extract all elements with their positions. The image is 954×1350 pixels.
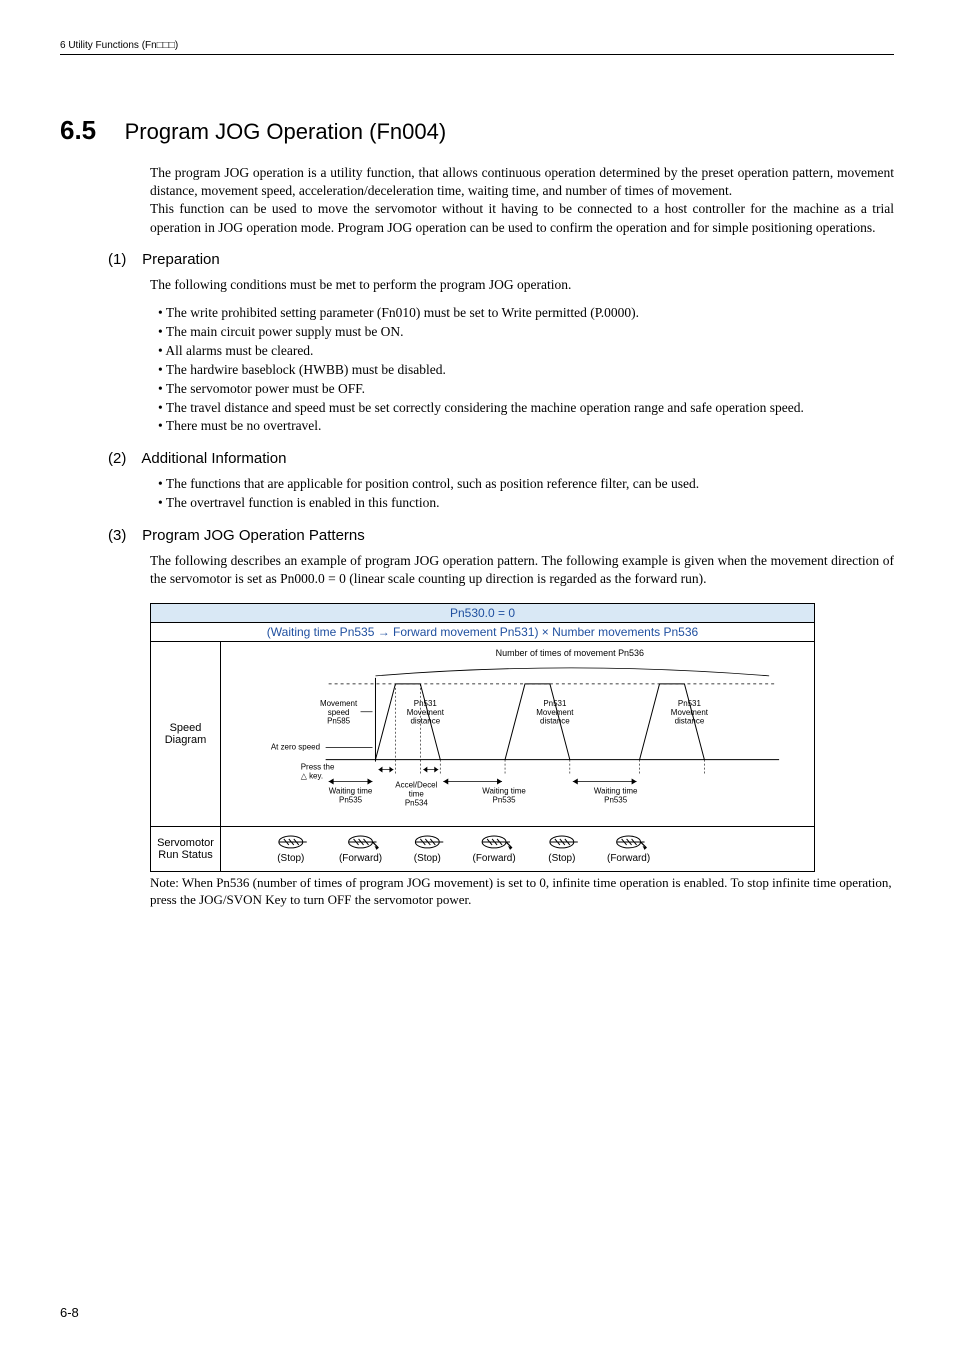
svg-text:distance: distance bbox=[410, 716, 440, 725]
status-label: ServomotorRun Status bbox=[151, 827, 221, 871]
svg-text:Movement: Movement bbox=[536, 707, 574, 716]
svg-text:Accel/Decel: Accel/Decel bbox=[395, 780, 437, 789]
subsection-1-title: Preparation bbox=[142, 251, 220, 268]
diagram-header-sub: (Waiting time Pn535 → Forward movement P… bbox=[150, 623, 815, 642]
svg-text:Pn535: Pn535 bbox=[339, 795, 363, 804]
list-item: The write prohibited setting parameter (… bbox=[158, 304, 894, 323]
header-rule bbox=[60, 54, 894, 55]
svg-text:(Stop): (Stop) bbox=[277, 853, 304, 864]
diagram: Pn530.0 = 0 (Waiting time Pn535 → Forwar… bbox=[150, 603, 815, 872]
svg-text:Pn585: Pn585 bbox=[327, 716, 351, 725]
list-item: All alarms must be cleared. bbox=[158, 342, 894, 361]
page-header: 6 Utility Functions (Fn□□□) bbox=[60, 40, 894, 51]
diagram-speed-row: SpeedDiagram Number of times of movement… bbox=[150, 642, 815, 827]
note-label: Note: bbox=[150, 874, 179, 892]
page-number: 6-8 bbox=[60, 1305, 79, 1320]
svg-text:△ key.: △ key. bbox=[301, 771, 323, 780]
svg-text:Waiting time: Waiting time bbox=[594, 786, 638, 795]
list-item: The functions that are applicable for po… bbox=[158, 475, 894, 494]
list-item: The servomotor power must be OFF. bbox=[158, 380, 894, 399]
sub3-intro: The following describes an example of pr… bbox=[150, 552, 894, 588]
subsection-3-heading: (3) Program JOG Operation Patterns bbox=[108, 527, 894, 544]
svg-text:Pn531: Pn531 bbox=[543, 698, 567, 707]
list-item: The travel distance and speed must be se… bbox=[158, 399, 894, 418]
svg-text:(Forward): (Forward) bbox=[339, 853, 382, 864]
svg-text:Pn531: Pn531 bbox=[678, 698, 702, 707]
list-item: There must be no overtravel. bbox=[158, 417, 894, 436]
section-number: 6.5 bbox=[60, 115, 96, 145]
section-name: Program JOG Operation (Fn004) bbox=[125, 119, 447, 144]
svg-text:(Forward): (Forward) bbox=[607, 853, 650, 864]
svg-text:speed: speed bbox=[328, 707, 350, 716]
svg-text:Pn535: Pn535 bbox=[493, 795, 517, 804]
intro-p1: The program JOG operation is a utility f… bbox=[150, 164, 894, 200]
subsection-2-title: Additional Information bbox=[141, 450, 286, 467]
subsection-2-heading: (2) Additional Information bbox=[108, 450, 894, 467]
subsection-1-num: (1) bbox=[108, 251, 138, 268]
diagram-status-row: ServomotorRun Status (Stop) (Forward) (S… bbox=[150, 827, 815, 872]
diagram-header-top: Pn530.0 = 0 bbox=[150, 603, 815, 623]
list-item: The hardwire baseblock (HWBB) must be di… bbox=[158, 361, 894, 380]
svg-text:(Forward): (Forward) bbox=[473, 853, 516, 864]
svg-text:(Stop): (Stop) bbox=[548, 853, 575, 864]
subsection-3-num: (3) bbox=[108, 527, 138, 544]
svg-text:time: time bbox=[409, 789, 425, 798]
list-item: The main circuit power supply must be ON… bbox=[158, 323, 894, 342]
speed-label: SpeedDiagram bbox=[151, 642, 221, 826]
subsection-2-num: (2) bbox=[108, 450, 138, 467]
list-item: The overtravel function is enabled in th… bbox=[158, 494, 894, 513]
svg-text:(Stop): (Stop) bbox=[414, 853, 441, 864]
svg-text:At zero speed: At zero speed bbox=[271, 742, 320, 751]
note-text: When Pn536 (number of times of program J… bbox=[150, 875, 892, 908]
svg-text:Waiting time: Waiting time bbox=[482, 786, 526, 795]
svg-text:Press the: Press the bbox=[301, 762, 335, 771]
svg-text:Waiting time: Waiting time bbox=[329, 786, 373, 795]
section-title: 6.5 Program JOG Operation (Fn004) bbox=[60, 115, 894, 146]
diagram-note: Note: When Pn536 (number of times of pro… bbox=[150, 874, 894, 909]
svg-text:Pn534: Pn534 bbox=[405, 798, 429, 807]
svg-text:Movement: Movement bbox=[671, 707, 709, 716]
svg-text:Movement: Movement bbox=[407, 707, 445, 716]
sub1-intro: The following conditions must be met to … bbox=[150, 276, 894, 294]
intro-p2: This function can be used to move the se… bbox=[150, 200, 894, 236]
status-diagram-svg: (Stop) (Forward) (Stop) (Forward) (Stop)… bbox=[221, 827, 814, 871]
subsection-1-heading: (1) Preparation bbox=[108, 251, 894, 268]
subsection-3-title: Program JOG Operation Patterns bbox=[142, 527, 365, 544]
num-movements-label: Number of times of movement Pn536 bbox=[496, 647, 644, 657]
sub1-list: The write prohibited setting parameter (… bbox=[158, 304, 894, 436]
svg-text:Movement: Movement bbox=[320, 698, 358, 707]
svg-text:Pn535: Pn535 bbox=[604, 795, 628, 804]
svg-text:distance: distance bbox=[675, 716, 705, 725]
svg-text:distance: distance bbox=[540, 716, 570, 725]
sub2-list: The functions that are applicable for po… bbox=[158, 475, 894, 513]
svg-text:Pn531: Pn531 bbox=[414, 698, 438, 707]
speed-diagram-svg: Number of times of movement Pn536 bbox=[221, 642, 814, 826]
